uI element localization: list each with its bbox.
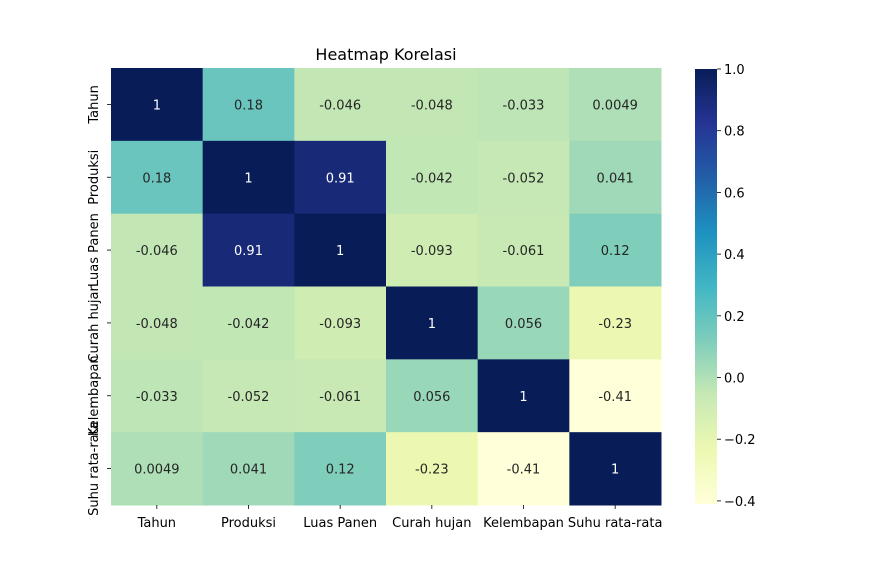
heatmap-cell-4-2	[294, 359, 387, 433]
cell-value-0-2: -0.046	[319, 98, 361, 113]
colorbar-tick-label-0: 1.0	[724, 63, 745, 78]
heatmap-cell-3-5	[569, 286, 662, 360]
heatmap-cell-0-5	[569, 68, 662, 142]
x-tick-label-3: Curah hujan	[392, 516, 471, 531]
x-tick-label-0: Tahun	[137, 516, 176, 531]
cell-value-4-5: -0.41	[598, 390, 632, 405]
colorbar-tick-label-2: 0.6	[724, 186, 745, 201]
colorbar-tick-label-4: 0.2	[724, 310, 745, 325]
heatmap-cell-3-1	[202, 286, 295, 360]
colorbar-ticks: 1.0 0.8 0.6 0.4 0.2 0.0 −0.2 −0.4	[717, 63, 756, 510]
heatmap-cell-3-3	[386, 286, 479, 360]
cell-value-4-4: 1	[519, 390, 527, 405]
heatmap-cell-4-4	[477, 359, 570, 433]
heatmap-cell-2-5	[569, 213, 662, 287]
heatmap-cell-1-3	[386, 140, 479, 215]
cell-value-1-5: 0.041	[597, 171, 634, 186]
x-axis: Tahun Produksi Luas Panen Curah hujan Kelemb…	[137, 505, 663, 531]
heatmap-cell-4-1	[202, 359, 295, 433]
heatmap-cell-5-5	[569, 432, 662, 506]
cell-value-2-2: 1	[336, 244, 344, 259]
y-tick-label-1: Produksi	[87, 150, 102, 205]
cell-value-3-1: -0.042	[228, 317, 270, 332]
heatmap-cell-1-0	[111, 140, 204, 215]
heatmap-cell-1-2	[294, 140, 387, 215]
cell-value-3-3: 1	[428, 317, 436, 332]
colorbar-tick-label-7: −0.4	[724, 495, 756, 510]
heatmap-cell-0-2	[294, 68, 387, 142]
cell-value-2-1: 0.91	[234, 244, 263, 259]
heatmap-cell-1-4	[477, 140, 570, 215]
cell-value-0-0: 1	[153, 98, 161, 113]
cell-value-1-0: 0.18	[142, 171, 171, 186]
heatmap-cell-5-3	[386, 432, 479, 506]
heatmap-cell-0-3	[386, 68, 479, 142]
heatmap-cell-2-3	[386, 213, 479, 287]
heatmap-cell-5-0	[111, 432, 204, 506]
y-tick-label-5: Suhu rata-rata	[87, 421, 102, 516]
cell-value-1-4: -0.052	[503, 171, 545, 186]
x-tick-label-2: Luas Panen	[303, 516, 377, 531]
cell-value-1-2: 0.91	[326, 171, 355, 186]
heatmap-cell-2-4	[477, 213, 570, 287]
heatmap-cell-2-1	[202, 213, 295, 287]
cell-value-3-4: 0.056	[505, 317, 542, 332]
x-tick-label-5: Suhu rata-rata	[568, 516, 663, 531]
y-tick-label-2: Luas Panen	[87, 213, 102, 287]
cell-value-5-5: 1	[611, 463, 619, 478]
cell-value-2-4: -0.061	[503, 244, 545, 259]
heatmap-cell-2-2	[294, 213, 387, 287]
cell-value-0-3: -0.048	[411, 98, 453, 113]
cell-value-3-2: -0.093	[319, 317, 361, 332]
heatmap-cell-0-0	[111, 68, 204, 142]
cell-value-1-1: 1	[244, 171, 252, 186]
cell-value-5-3: -0.23	[415, 463, 449, 478]
cell-value-1-3: -0.042	[411, 171, 453, 186]
heatmap-cell-4-3	[386, 359, 479, 433]
cell-value-3-5: -0.23	[598, 317, 632, 332]
cell-value-5-2: 0.12	[326, 463, 355, 478]
heatmap-cells: 1 0.18 -0.046 -0.048 -0.033 0.0049 0.18 1 0.91 -0…	[111, 68, 662, 506]
cell-value-2-3: -0.093	[411, 244, 453, 259]
chart-title: Heatmap Korelasi	[315, 45, 456, 64]
colorbar-tick-label-5: 0.0	[724, 372, 745, 387]
heatmap-cell-1-5	[569, 140, 662, 215]
cell-value-0-4: -0.033	[503, 98, 545, 113]
cell-value-0-5: 0.0049	[592, 98, 638, 113]
heatmap-cell-0-1	[202, 68, 295, 142]
y-tick-label-3: Curah hujan	[87, 283, 102, 362]
heatmap-cell-3-0	[111, 286, 204, 360]
cell-value-3-0: -0.048	[136, 317, 178, 332]
y-tick-label-4: Kelembapan	[87, 355, 102, 436]
y-tick-label-0: Tahun	[87, 85, 102, 124]
heatmap-cell-5-1	[202, 432, 295, 506]
cell-value-4-1: -0.052	[228, 390, 270, 405]
colorbar-tick-label-1: 0.8	[724, 125, 745, 140]
heatmap-cell-3-2	[294, 286, 387, 360]
heatmap-cell-2-0	[111, 213, 204, 287]
cell-value-0-1: 0.18	[234, 98, 263, 113]
cell-value-2-5: 0.12	[601, 244, 630, 259]
cell-value-2-0: -0.046	[136, 244, 178, 259]
x-tick-label-1: Produksi	[221, 516, 276, 531]
cell-value-5-1: 0.041	[230, 463, 267, 478]
heatmap-cell-5-2	[294, 432, 387, 506]
heatmap-cell-5-4	[477, 432, 570, 506]
heatmap-cell-3-4	[477, 286, 570, 360]
heatmap-cell-4-5	[569, 359, 662, 433]
heatmap-cell-0-4	[477, 68, 570, 142]
cell-value-5-0: 0.0049	[134, 463, 180, 478]
cell-value-4-2: -0.061	[319, 390, 361, 405]
colorbar-tick-label-6: −0.2	[724, 433, 756, 448]
heatmap-cell-1-1	[202, 140, 295, 215]
cell-value-4-3: 0.056	[413, 390, 450, 405]
cell-value-5-4: -0.41	[507, 463, 541, 478]
cell-value-4-0: -0.033	[136, 390, 178, 405]
colorbar-tick-label-3: 0.4	[724, 248, 745, 263]
colorbar	[695, 69, 717, 504]
heatmap-cell-4-0	[111, 359, 204, 433]
x-tick-label-4: Kelembapan	[483, 516, 564, 531]
